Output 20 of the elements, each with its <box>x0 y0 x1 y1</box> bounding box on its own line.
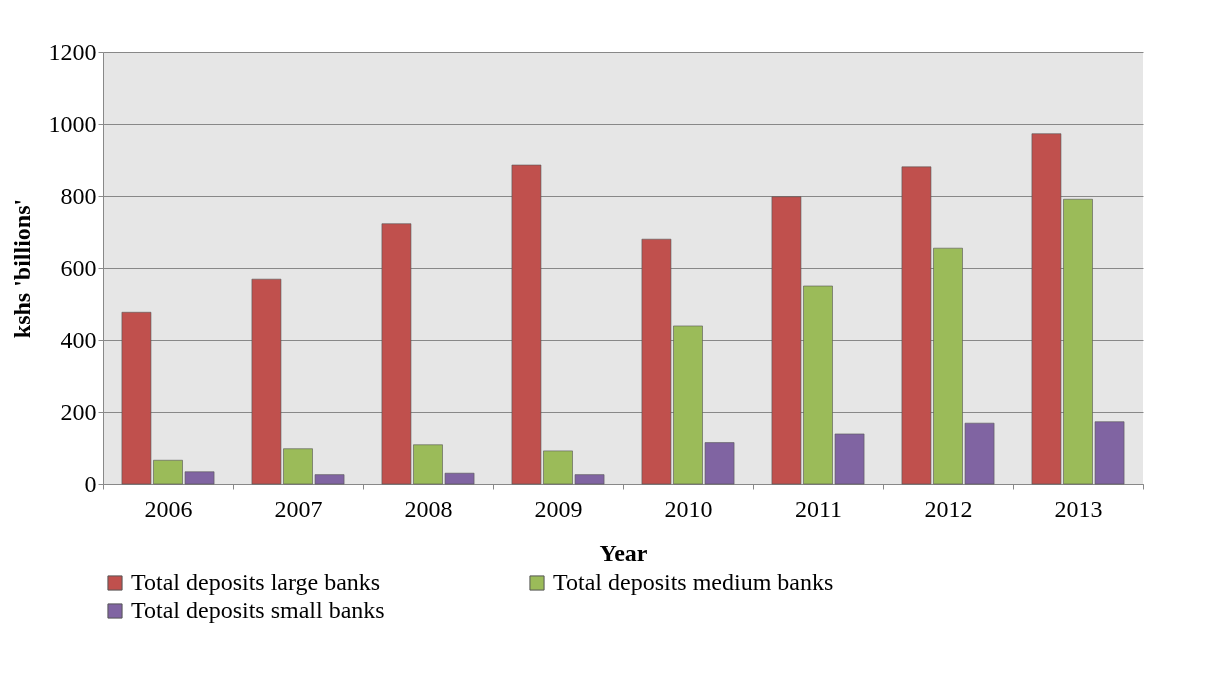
y-tick-label: 800 <box>60 182 97 209</box>
x-tick-label: 2009 <box>534 495 583 522</box>
x-tick-label: 2008 <box>404 495 453 522</box>
y-tick-label: 200 <box>60 398 97 425</box>
y-tick-label: 1200 <box>48 38 97 65</box>
x-tick-label: 2013 <box>1054 495 1103 522</box>
y-axis-title: kshs 'billions' <box>8 198 35 339</box>
legend-label: Total deposits small banks <box>131 597 385 623</box>
y-tick-label: 600 <box>60 254 97 281</box>
x-tick-label: 2010 <box>664 495 713 522</box>
x-tick-label: 2006 <box>144 495 193 522</box>
x-axis-title: Year <box>599 539 648 566</box>
x-tick-label: 2012 <box>924 495 973 522</box>
x-tick-label: 2007 <box>274 495 323 522</box>
legend-label: Total deposits large banks <box>131 569 381 595</box>
y-tick-label: 1000 <box>48 110 97 137</box>
x-tick-label: 2011 <box>794 495 843 522</box>
y-tick-label: 0 <box>84 470 97 497</box>
legend-label: Total deposits medium banks <box>553 569 834 595</box>
y-tick-label: 400 <box>60 326 97 353</box>
